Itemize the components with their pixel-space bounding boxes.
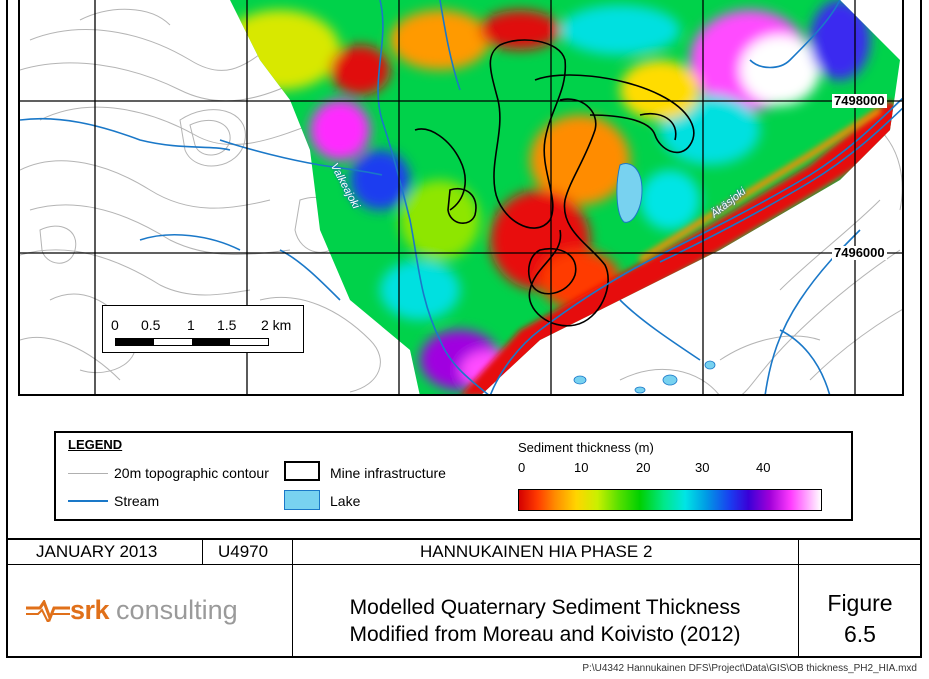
title-block-divider [292, 538, 293, 658]
scale-bar-graphic [115, 338, 269, 346]
legend-ramp-title: Sediment thickness (m) [518, 440, 654, 455]
figure-title: Modelled Quaternary Sediment Thickness M… [292, 594, 798, 648]
scale-bar: 0 0.5 1 1.5 2 km [102, 305, 304, 353]
ramp-tick-20: 20 [636, 460, 651, 475]
ramp-tick-0: 0 [518, 460, 526, 475]
figure-number-box: Figure 6.5 [798, 588, 922, 650]
scale-segment [230, 339, 268, 345]
figure-title-line1: Modelled Quaternary Sediment Thickness [349, 596, 741, 619]
stream-symbol [68, 500, 108, 502]
figure-word: Figure [827, 590, 893, 616]
legend-lake-label: Lake [330, 493, 361, 509]
scale-label-0: 0 [111, 317, 119, 333]
map-panel: 7498000 7496000 Valkeajoki Äkäsjoki 0 0.… [18, 0, 904, 396]
contour-symbol [68, 473, 108, 474]
lake-polygon [616, 163, 643, 223]
northing-label-7496000: 7496000 [832, 245, 887, 260]
title-block-divider [202, 538, 203, 564]
legend-mine-label: Mine infrastructure [330, 465, 446, 481]
map-canvas [20, 0, 902, 394]
legend-contour-label: 20m topographic contour [114, 465, 269, 481]
logo-srk-text: srk [70, 595, 110, 625]
srk-logo: srk consulting [26, 595, 238, 626]
title-block-divider [798, 538, 799, 658]
srk-wave-icon [26, 599, 70, 622]
scale-label-1: 1 [187, 317, 195, 333]
title-block-divider [6, 564, 922, 565]
scale-label-2km: 2 km [261, 317, 292, 333]
ramp-tick-30: 30 [695, 460, 710, 475]
scale-segment [154, 339, 192, 345]
mine-infrastructure [414, 39, 695, 327]
legend-stream-label: Stream [114, 493, 160, 509]
ramp-tick-10: 10 [574, 460, 589, 475]
scale-label-0-5: 0.5 [141, 317, 161, 333]
figure-number: 6.5 [844, 621, 876, 647]
project-name: HANNUKAINEN HIA PHASE 2 [420, 542, 653, 561]
scale-label-1-5: 1.5 [217, 317, 237, 333]
date-label: JANUARY 2013 [36, 542, 158, 561]
scale-segment [116, 339, 154, 345]
scale-segment [192, 339, 230, 345]
title-block-divider [6, 538, 922, 540]
logo-consulting-text: consulting [116, 595, 238, 625]
sediment-color-ramp [518, 489, 822, 511]
file-path: P:\U4342 Hannukainen DFS\Project\Data\GI… [582, 663, 917, 674]
lake-symbol [284, 490, 320, 510]
ramp-tick-40: 40 [756, 460, 771, 475]
northing-label-7498000: 7498000 [832, 93, 887, 108]
legend-title: LEGEND [68, 437, 123, 452]
figure-frame [6, 0, 922, 658]
small-lakes [573, 360, 716, 394]
mine-infrastructure-symbol [284, 461, 320, 481]
legend-box: LEGEND 20m topographic contour Stream Mi… [54, 431, 853, 521]
title-block [6, 538, 922, 658]
project-code: U4970 [218, 542, 269, 561]
figure-title-line2: Modified from Moreau and Koivisto (2012) [349, 623, 741, 646]
